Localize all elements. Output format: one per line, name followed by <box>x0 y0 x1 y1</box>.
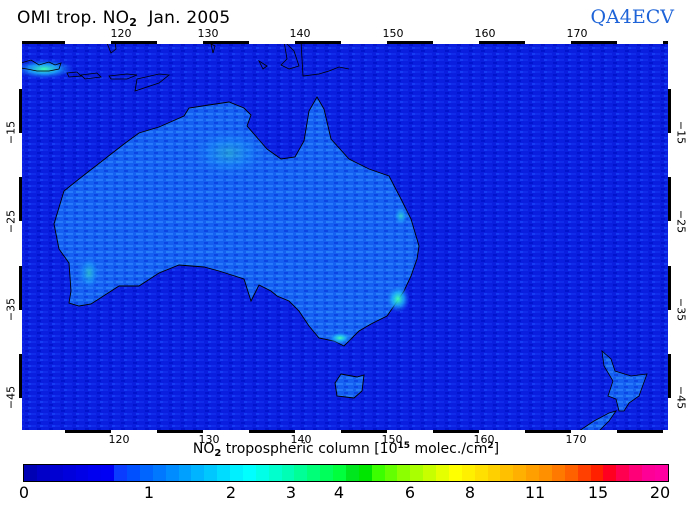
colorbar-segment <box>591 465 604 481</box>
colorbar <box>23 464 669 482</box>
colorbar-segment <box>500 465 513 481</box>
colorbar-segment <box>475 465 488 481</box>
colorbar-segment <box>294 465 307 481</box>
colorbar-segment <box>204 465 217 481</box>
colorbar-segment <box>539 465 552 481</box>
lat-label-right: −45 <box>675 385 688 411</box>
lat-label-left: −15 <box>5 120 18 146</box>
colorbar-segment <box>449 465 462 481</box>
cb-title-no: NO <box>193 441 215 457</box>
colorbar-segment <box>114 465 127 481</box>
cb-title-mid: tropospheric column [10 <box>221 441 397 457</box>
lat-label-left: −45 <box>5 385 18 411</box>
lon-label-top: 120 <box>111 27 132 40</box>
lat-label-left: −25 <box>5 209 18 235</box>
colorbar-segment <box>397 465 410 481</box>
colorbar-segment <box>346 465 359 481</box>
plot-title: OMI trop. NO2 Jan. 2005 <box>17 8 230 29</box>
colorbar-segment <box>565 465 578 481</box>
colorbar-segment <box>76 465 89 481</box>
colorbar-title: NO2 tropospheric column [1015 molec./cm2… <box>0 441 692 459</box>
colorbar-segment <box>269 465 282 481</box>
colorbar-segment <box>127 465 140 481</box>
colorbar-segment <box>256 465 269 481</box>
colorbar-tick-label: 1 <box>144 483 154 502</box>
colorbar-segment <box>243 465 256 481</box>
title-text: OMI trop. NO <box>17 8 129 28</box>
colorbar-segment <box>385 465 398 481</box>
lat-label-right: −15 <box>675 120 688 146</box>
colorbar-tick-label: 2 <box>226 483 236 502</box>
colorbar-segment <box>552 465 565 481</box>
colorbar-segment <box>616 465 629 481</box>
colorbar-segment <box>578 465 591 481</box>
colorbar-segment <box>307 465 320 481</box>
colorbar-segment <box>140 465 153 481</box>
lon-label-top: 170 <box>567 27 588 40</box>
colorbar-segment <box>488 465 501 481</box>
colorbar-segment <box>436 465 449 481</box>
colorbar-segment <box>191 465 204 481</box>
colorbar-segment <box>423 465 436 481</box>
frame-bottom-bar <box>19 430 671 433</box>
colorbar-segment <box>88 465 101 481</box>
title-date: Jan. 2005 <box>137 8 230 28</box>
colorbar-segment <box>603 465 616 481</box>
colorbar-segment <box>166 465 179 481</box>
colorbar-tick-label: 4 <box>334 483 344 502</box>
lat-label-left: −35 <box>5 297 18 323</box>
colorbar-segment <box>372 465 385 481</box>
colorbar-segment <box>230 465 243 481</box>
cb-title-end: ] <box>494 441 499 457</box>
lon-label-top: 150 <box>383 27 404 40</box>
colorbar-segment <box>282 465 295 481</box>
colorbar-segment <box>410 465 423 481</box>
colorbar-segment <box>513 465 526 481</box>
colorbar-segment <box>526 465 539 481</box>
no2-map <box>19 41 671 433</box>
colorbar-segment <box>217 465 230 481</box>
colorbar-tick-label: 6 <box>405 483 415 502</box>
colorbar-tick-label: 3 <box>286 483 296 502</box>
colorbar-tick-label: 11 <box>525 483 545 502</box>
frame-left-bar <box>19 41 22 433</box>
colorbar-tick-label: 15 <box>588 483 608 502</box>
lon-label-top: 130 <box>198 27 219 40</box>
lat-label-right: −25 <box>675 209 688 235</box>
colorbar-segment <box>359 465 372 481</box>
cb-title-unit: molec./cm <box>410 441 487 457</box>
colorbar-tick-label: 0 <box>19 483 29 502</box>
colorbar-segment <box>642 465 655 481</box>
colorbar-segment <box>153 465 166 481</box>
colorbar-segment <box>101 465 114 481</box>
colorbar-tick-label: 20 <box>650 483 670 502</box>
colorbar-tick-label: 8 <box>465 483 475 502</box>
colorbar-segment <box>50 465 63 481</box>
colorbar-segment <box>655 465 668 481</box>
colorbar-segment <box>629 465 642 481</box>
lon-label-top: 140 <box>290 27 311 40</box>
frame-right-bar <box>668 41 671 433</box>
lat-label-right: −35 <box>675 297 688 323</box>
lon-label-top: 160 <box>475 27 496 40</box>
cb-title-exp: 15 <box>397 441 410 451</box>
colorbar-segment <box>320 465 333 481</box>
colorbar-segment <box>37 465 50 481</box>
colorbar-segment <box>333 465 346 481</box>
colorbar-segment <box>462 465 475 481</box>
colorbar-segment <box>63 465 76 481</box>
colorbar-segment <box>179 465 192 481</box>
frame-top-bar <box>19 41 671 44</box>
brand-logo: QA4ECV <box>590 6 674 28</box>
colorbar-segment <box>24 465 37 481</box>
